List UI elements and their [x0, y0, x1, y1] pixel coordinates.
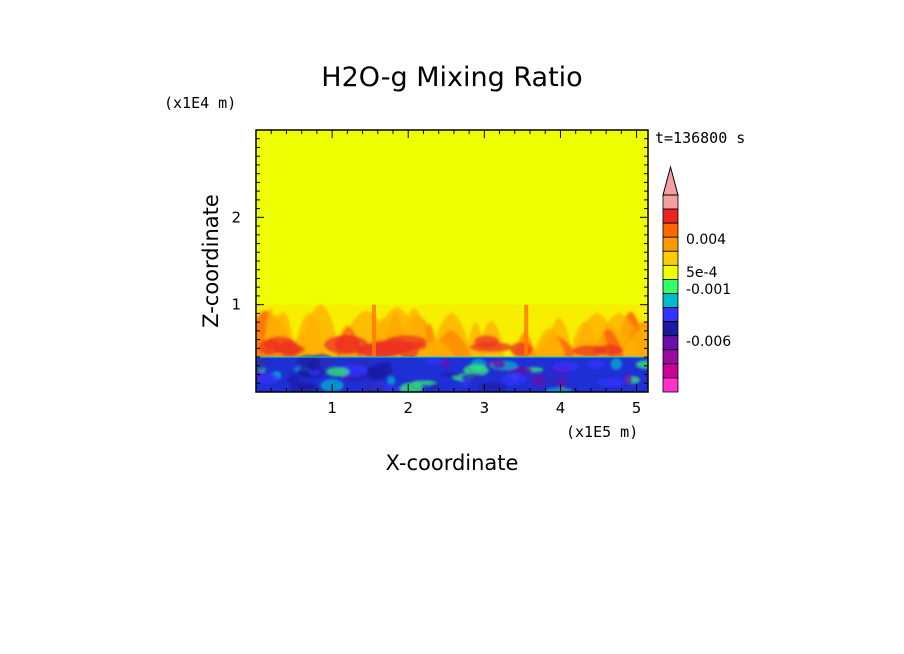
bl-eddy: [544, 387, 572, 392]
bl-eddy: [347, 359, 373, 367]
bl-eddy: [286, 374, 301, 384]
plume-core: [323, 335, 369, 355]
bl-eddy: [399, 382, 424, 392]
plume-column: [371, 304, 376, 358]
colorbar-segment: [662, 335, 679, 351]
bl-eddy: [256, 357, 269, 371]
plume-core: [474, 335, 500, 348]
colorbar-segment: [662, 349, 679, 365]
bl-eddy: [553, 361, 579, 372]
colorbar-segment: [662, 194, 679, 210]
x-tick-label: 1: [327, 399, 337, 417]
bl-eddy: [538, 380, 560, 385]
colorbar-segment: [662, 377, 679, 393]
y-tick-label: 1: [231, 296, 241, 314]
colorbar-labels: 0.004 5e-4-0.001 -0.006: [686, 232, 731, 350]
x-unit-label: (x1E5 m): [566, 423, 638, 441]
bl-eddy: [635, 360, 648, 369]
plot-field: [256, 130, 648, 392]
minor-ticks: [256, 130, 648, 392]
colorbar-segment: [662, 363, 679, 379]
plume-column: [524, 304, 529, 358]
plume-core: [510, 342, 533, 357]
bl-eddy: [477, 383, 507, 392]
y-tick-label: 2: [231, 208, 241, 226]
plume-core: [359, 341, 405, 358]
plume-core: [279, 340, 300, 358]
colorbar-segment: [662, 236, 679, 252]
x-tick-label: 5: [632, 399, 642, 417]
colorbar-segment: [662, 293, 679, 308]
colorbar-segment: [662, 208, 679, 224]
colorbar-label: 5e-4: [686, 265, 718, 281]
colorbar-segment: [662, 279, 679, 294]
plume-shape: [535, 333, 566, 358]
x-axis-label: X-coordinate: [386, 451, 519, 475]
bl-eddy: [461, 373, 486, 381]
y-tick-labels: 12: [231, 208, 241, 313]
bl-eddy: [556, 376, 568, 389]
colorbar: [662, 165, 679, 393]
plume-layer: [256, 304, 648, 360]
bl-eddy: [440, 357, 450, 369]
plume-shape: [421, 340, 457, 358]
x-tick-label: 4: [556, 399, 566, 417]
bl-eddy: [441, 372, 461, 377]
x-tick-label: 3: [480, 399, 490, 417]
colorbar-arrow: [662, 165, 679, 196]
bl-eddy: [287, 369, 296, 375]
bl-eddy: [597, 378, 625, 387]
x-tick-label: 2: [403, 399, 413, 417]
bl-eddy: [610, 358, 622, 371]
bl-eddy: [586, 360, 605, 369]
bl-eddy: [308, 368, 321, 376]
bl-eddy: [307, 361, 321, 371]
colorbar-segment: [662, 321, 679, 337]
time-label: t=136800 s: [655, 129, 745, 147]
boundary-layer-detail: [256, 354, 648, 392]
bl-eddy: [256, 373, 279, 384]
bl-eddy: [501, 372, 527, 386]
bl-eddy: [387, 376, 396, 385]
colorbar-label: -0.006: [686, 334, 731, 350]
bl-eddy: [326, 366, 350, 377]
colorbar-segment: [662, 264, 679, 280]
bl-eddy: [492, 360, 506, 369]
bl-eddy: [463, 364, 489, 376]
colorbar-label: 0.004: [686, 232, 726, 248]
colorbar-segment: [662, 250, 679, 266]
bl-eddy: [297, 384, 320, 389]
y-axis-label: Z-coordinate: [199, 194, 223, 328]
colorbar-segment: [662, 222, 679, 238]
colorbar-label: -0.001: [686, 282, 731, 298]
colorbar-segment: [662, 307, 679, 323]
bl-eddy: [364, 382, 386, 392]
plume-shape: [623, 327, 648, 358]
y-unit-label: (x1E4 m): [164, 94, 236, 112]
chart-title: H2O-g Mixing Ratio: [321, 62, 582, 93]
x-tick-labels: 1 2 3 4 5: [327, 399, 641, 417]
bl-eddy: [366, 363, 393, 378]
bl-eddy: [623, 374, 633, 385]
plume-core: [573, 345, 607, 357]
